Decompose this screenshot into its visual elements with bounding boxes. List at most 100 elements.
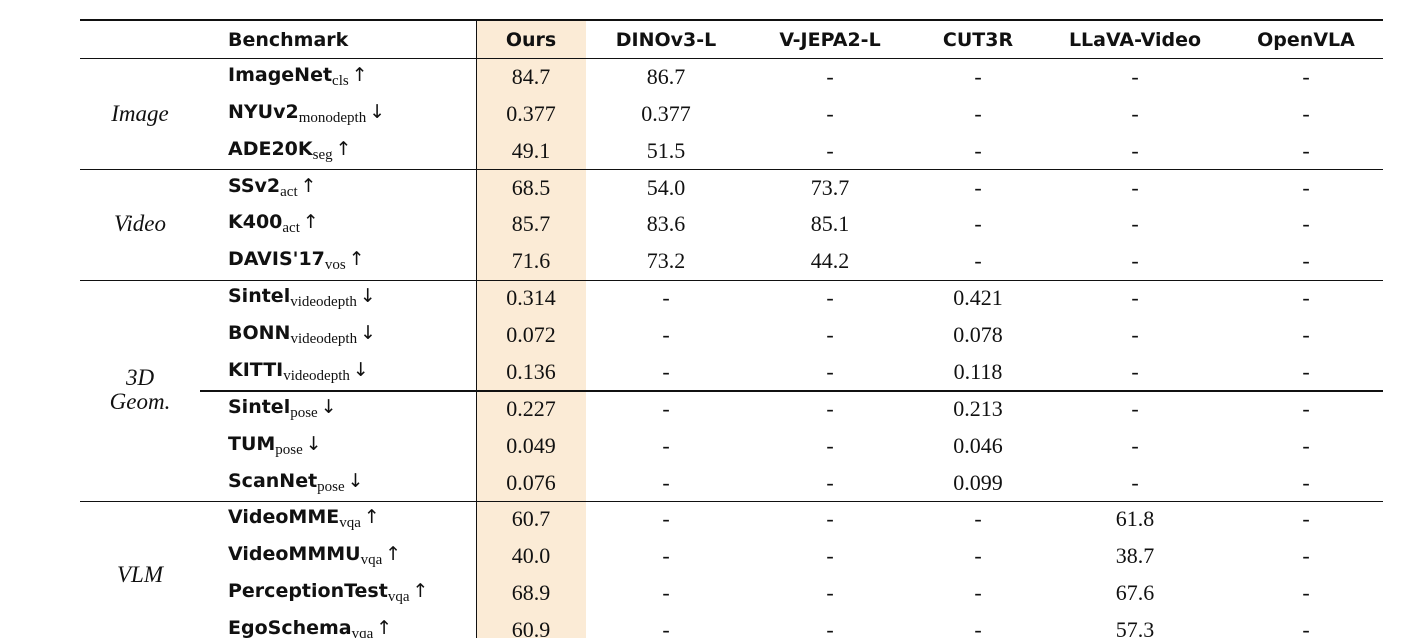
benchmark-subscript: videodepth	[283, 367, 350, 384]
benchmark-name: DAVIS'17vos ↑	[228, 248, 365, 274]
benchmark-subscript: vos	[324, 257, 346, 274]
value-cell: -	[662, 580, 670, 606]
benchmark-subscript: cls	[332, 73, 349, 89]
benchmark-arrow: ↑	[376, 617, 393, 638]
value-cell: -	[974, 580, 982, 606]
benchmark-name: SSv2act ↑	[228, 175, 317, 201]
benchmark-subscript: monodepth	[298, 109, 367, 126]
value-cell: -	[662, 506, 670, 532]
value-cell: 68.9	[511, 580, 551, 606]
benchmark-arrow: ↓	[352, 358, 369, 381]
benchmark-subscript: pose	[290, 404, 318, 421]
benchmark-arrow: ↑	[385, 543, 402, 566]
value-cell: -	[662, 469, 670, 495]
benchmark-label: SSv2	[228, 174, 281, 197]
benchmark-label: VideoMME	[228, 506, 340, 529]
group-label-line: VLM	[117, 561, 163, 587]
benchmark-label: Sintel	[228, 395, 291, 418]
value-cell: -	[1302, 617, 1310, 638]
benchmark-subscript: vqa	[387, 589, 410, 606]
value-cell: 86.7	[646, 64, 686, 89]
header-rule	[80, 58, 1383, 60]
group-label: Video	[114, 212, 166, 236]
value-cell: -	[974, 100, 982, 126]
value-cell: -	[1302, 100, 1310, 126]
benchmark-subscript: pose	[317, 478, 345, 495]
benchmark-arrow: ↓	[369, 100, 386, 123]
value-cell: -	[1302, 506, 1310, 532]
value-cell: 38.7	[1115, 543, 1155, 569]
value-cell: 44.2	[810, 248, 850, 274]
value-cell: 73.7	[810, 174, 850, 200]
group-rule	[80, 279, 1383, 282]
benchmark-name: TUMpose ↓	[228, 433, 322, 459]
value-cell: -	[1302, 285, 1310, 311]
value-cell: 0.118	[953, 358, 1003, 384]
value-cell: -	[974, 211, 982, 237]
benchmark-subscript: videodepth	[290, 331, 358, 348]
benchmark-subscript: act	[282, 220, 300, 237]
benchmark-arrow: ↓	[359, 285, 376, 308]
benchmark-subscript: vqa	[360, 552, 383, 569]
header-cell: CUT3R	[942, 29, 1014, 51]
value-cell: -	[974, 64, 982, 89]
benchmark-label: KITTI	[228, 358, 284, 381]
value-cell: -	[826, 322, 834, 348]
value-cell: -	[1302, 543, 1310, 569]
benchmark-arrow: ↑	[300, 174, 317, 197]
ours-highlight	[477, 20, 586, 638]
benchmark-subscript: seg	[312, 146, 333, 163]
value-cell: -	[1302, 358, 1310, 384]
value-cell: -	[1131, 285, 1139, 311]
benchmark-subscript: vqa	[351, 626, 374, 638]
benchmark-name: Sintelpose ↓	[228, 396, 337, 422]
value-cell: 85.7	[511, 211, 551, 237]
value-cell: -	[662, 285, 670, 311]
group-label-line: Image	[111, 100, 169, 126]
value-cell: -	[1302, 64, 1310, 89]
group-rule	[80, 169, 1383, 171]
value-cell: -	[1131, 432, 1139, 458]
value-cell: 0.136	[506, 358, 556, 384]
benchmark-name: BONNvideodepth ↓	[228, 322, 376, 348]
value-cell: -	[826, 100, 834, 126]
value-cell: -	[826, 432, 834, 458]
benchmark-label: K400	[228, 211, 283, 234]
benchmark-name: VideoMMMUvqa ↑	[228, 543, 401, 569]
value-cell: 85.1	[810, 211, 850, 237]
value-cell: -	[826, 580, 834, 606]
block-rule	[200, 390, 1383, 392]
header-cell: LLaVA-Video	[1068, 29, 1202, 51]
value-cell: 0.046	[953, 432, 1003, 458]
value-cell: -	[826, 358, 834, 384]
value-cell: 54.0	[646, 174, 686, 200]
column-rule	[476, 20, 478, 638]
benchmark-name: EgoSchemavqa ↑	[228, 617, 392, 638]
value-cell: -	[1131, 174, 1139, 200]
value-cell: 0.314	[506, 285, 556, 311]
value-cell: -	[1131, 358, 1139, 384]
benchmark-subscript: pose	[275, 441, 303, 458]
group-label: 3D Geom.	[110, 366, 171, 414]
benchmark-arrow: ↓	[320, 395, 337, 418]
value-cell: -	[1131, 322, 1139, 348]
benchmark-label: Sintel	[228, 285, 291, 308]
benchmark-name: ADE20Kseg ↑	[228, 138, 352, 164]
value-cell: 0.377	[506, 100, 556, 126]
value-cell: -	[826, 469, 834, 495]
top-rule	[80, 19, 1383, 21]
value-cell: -	[662, 395, 670, 421]
value-cell: -	[1302, 137, 1310, 163]
value-cell: -	[974, 174, 982, 200]
benchmark-arrow: ↑	[351, 64, 368, 86]
value-cell: -	[826, 617, 834, 638]
benchmark-label: PerceptionTest	[228, 580, 388, 603]
benchmark-name: PerceptionTestvqa ↑	[228, 580, 428, 606]
value-cell: -	[974, 248, 982, 274]
benchmark-arrow: ↑	[302, 211, 319, 234]
value-cell: -	[662, 432, 670, 458]
value-cell: -	[826, 137, 834, 163]
value-cell: -	[662, 543, 670, 569]
group-label-line: Video	[114, 211, 166, 237]
